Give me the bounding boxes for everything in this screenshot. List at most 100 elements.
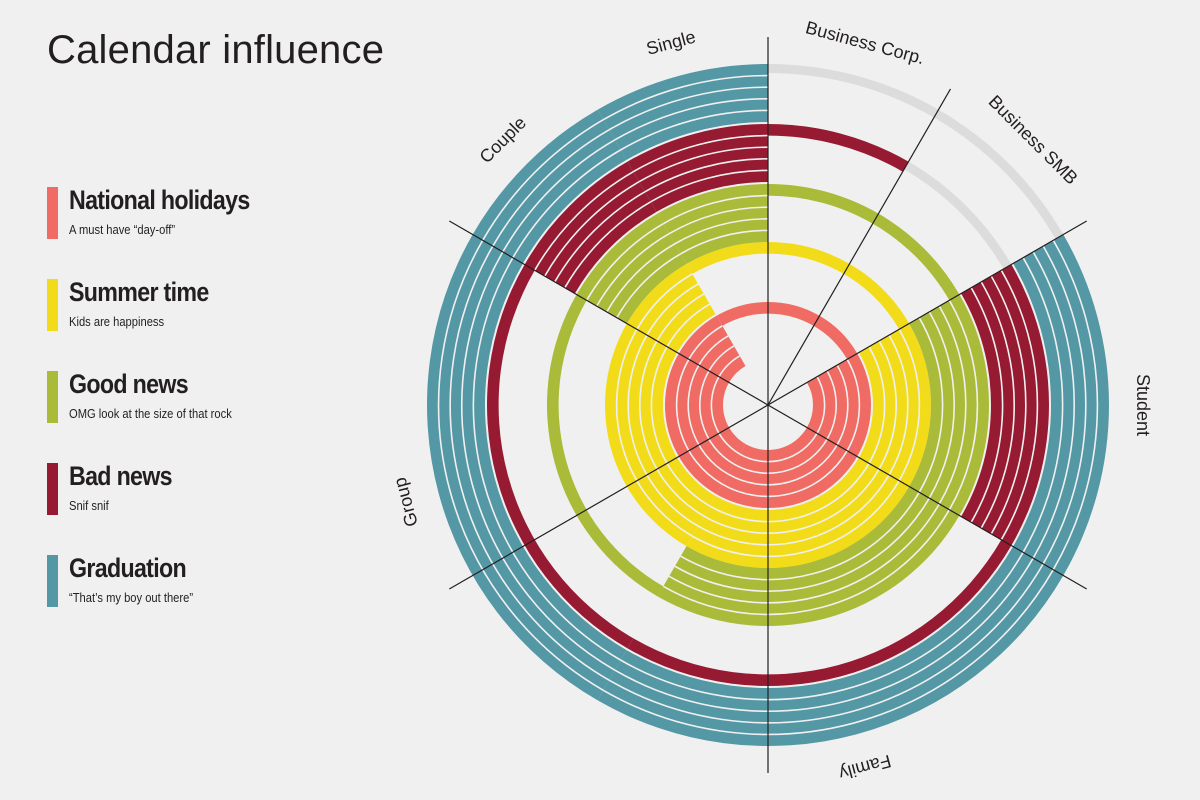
ring-separator	[699, 370, 735, 465]
ring-separator	[602, 569, 1054, 736]
ring-band-graduation-single	[597, 64, 768, 160]
ring-separator	[614, 557, 1034, 713]
legend-swatch	[47, 555, 58, 607]
ring-band-good-news-business-smb	[872, 213, 960, 301]
legend-name: Bad news	[69, 461, 173, 491]
segment-label-single: Single	[644, 27, 698, 59]
ring-separator	[662, 194, 769, 225]
ring-separator	[668, 503, 940, 604]
ring-separator	[646, 283, 699, 336]
ring-separator	[620, 109, 769, 151]
ring-band-national-holidays-single	[716, 302, 768, 326]
ring-separator	[674, 218, 769, 245]
axes-layer	[448, 37, 1087, 773]
ring-separator	[703, 468, 880, 534]
segment-label-family: Family	[837, 751, 893, 784]
ring-inactive-bad-news-business-smb	[903, 161, 1012, 270]
segment-label-group: Group	[390, 475, 422, 529]
ring-separator	[1000, 269, 1039, 541]
ring-separator	[980, 281, 1016, 529]
ring-separator	[650, 346, 711, 507]
ring-separator	[662, 509, 951, 616]
ring-separator	[710, 376, 741, 455]
legend-swatch	[47, 371, 58, 423]
ring-separator	[554, 191, 646, 283]
ring-band-good-news-family	[657, 486, 960, 626]
ring-separator	[938, 305, 967, 505]
ring-separator	[698, 335, 729, 366]
ring-separator	[688, 325, 723, 360]
ring-separator	[868, 346, 886, 464]
ring-separator	[721, 450, 848, 498]
ring-separator	[620, 551, 1024, 701]
segment-label-student: Student	[1133, 374, 1153, 436]
ring-separator	[675, 358, 723, 485]
ring-separator	[826, 370, 837, 440]
ring-inactive-graduation-business-smb	[933, 109, 1064, 240]
ring-separator	[616, 253, 682, 319]
chart-title: Calendar influence	[47, 28, 385, 72]
ring-band-graduation-couple	[472, 109, 627, 264]
ring-band-national-holidays-business-smb	[813, 315, 858, 360]
ring-band-bad-news-student	[961, 264, 1049, 546]
ring-separator	[928, 311, 955, 499]
ring-separator	[709, 462, 870, 523]
ring-separator	[668, 206, 769, 235]
ring-band-bad-news-couple	[524, 161, 657, 294]
ring-separator	[650, 169, 769, 203]
ring-separator	[680, 229, 769, 255]
ring-band-bad-news-business-corp	[768, 124, 909, 172]
legend-description: “That’s my boy out there”	[69, 590, 194, 605]
ring-separator	[606, 243, 676, 313]
ring-separator	[608, 86, 769, 131]
ring-separator	[697, 474, 890, 546]
legend-name: Summer time	[69, 277, 209, 307]
ring-band-good-news-student	[909, 294, 989, 516]
legend-name: Graduation	[69, 553, 187, 583]
legend-swatch	[47, 463, 58, 515]
ring-separator	[718, 355, 741, 378]
ring-separator	[918, 317, 944, 493]
ring-separator	[615, 328, 693, 537]
ring-separator	[691, 480, 900, 558]
segment-label-couple: Couple	[476, 113, 530, 167]
ring-separator	[638, 146, 769, 183]
rings-layer	[427, 64, 1109, 746]
ring-separator	[816, 376, 826, 434]
segment-label-business-corp: Business Corp.	[804, 17, 927, 68]
legend-name: National holidays	[69, 185, 250, 215]
ring-separator	[674, 497, 930, 592]
legend-description: A must have “day-off”	[69, 222, 176, 237]
legend-swatch	[47, 187, 58, 239]
ring-separator	[627, 334, 699, 527]
divider-line	[448, 220, 1087, 590]
ring-band-summer-time-single	[686, 242, 768, 274]
ring-separator	[1022, 257, 1064, 553]
ring-separator	[533, 170, 634, 271]
ring-separator	[948, 299, 979, 511]
ring-separator	[636, 273, 693, 330]
ring-separator	[632, 134, 769, 173]
legend-description: Kids are happiness	[69, 314, 165, 329]
ring-band-summer-time-business-corp	[768, 242, 850, 274]
ring-separator	[990, 275, 1027, 535]
ring-separator	[656, 293, 705, 342]
ring-separator	[666, 303, 711, 348]
ring-band-graduation-group	[427, 234, 627, 701]
ring-inactive-graduation-business-corp	[767, 64, 939, 118]
legend-description: OMG look at the size of that rock	[69, 406, 232, 421]
ring-separator	[608, 563, 1044, 724]
ring-separator	[449, 245, 610, 681]
ring-separator	[687, 364, 729, 475]
segment-label-business-smb: Business SMB	[985, 91, 1082, 188]
ring-separator	[472, 257, 622, 661]
ring-separator	[482, 119, 604, 241]
ring-band-graduation-student	[1013, 234, 1109, 576]
legend-name: Good news	[69, 369, 189, 399]
ring-separator	[644, 158, 769, 193]
ring-separator	[564, 201, 652, 289]
ring-separator	[846, 358, 861, 452]
ring-separator	[1032, 251, 1076, 559]
ring-separator	[878, 340, 897, 470]
